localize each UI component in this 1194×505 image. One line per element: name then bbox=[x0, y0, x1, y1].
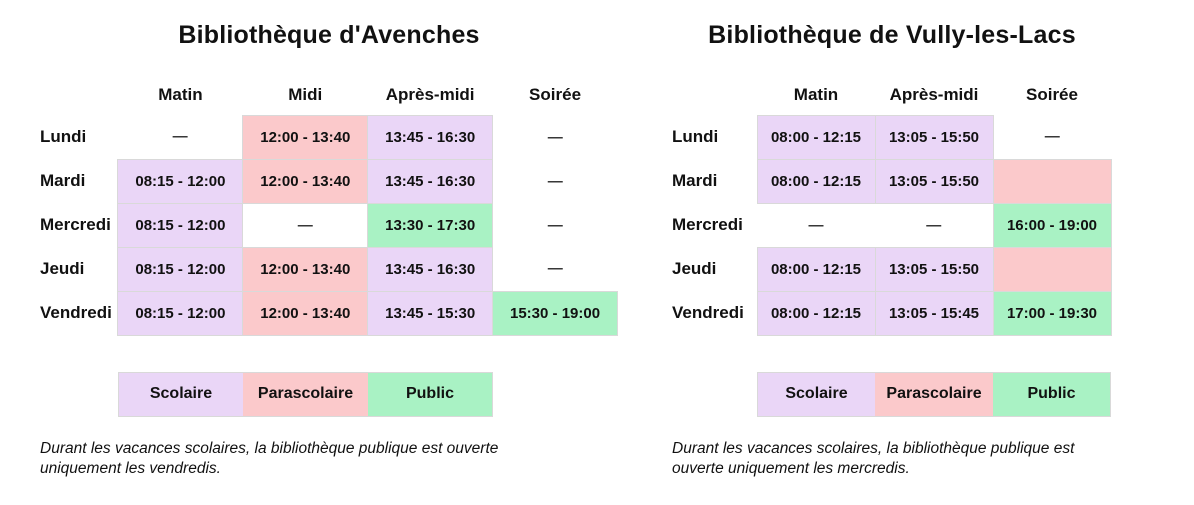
library-title-avenches: Bibliothèque d'Avenches bbox=[178, 21, 480, 49]
closed-cell: — bbox=[492, 159, 618, 203]
time-cell: 13:05 - 15:50 bbox=[874, 246, 994, 292]
day-label: Mardi bbox=[672, 171, 718, 190]
column-header: Midi bbox=[288, 84, 323, 104]
legend-avenches: Scolaire Parascolaire Public bbox=[118, 371, 618, 417]
time-cell bbox=[992, 158, 1112, 204]
library-title-vully: Bibliothèque de Vully-les-Lacs bbox=[708, 21, 1076, 49]
closed-cell: — bbox=[875, 203, 993, 247]
table-row: Jeudi 08:15 - 12:00 12:00 - 13:40 13:45 - 1… bbox=[40, 246, 618, 292]
time-cell: 13:30 - 17:30 bbox=[367, 202, 494, 248]
legend-item-public: Public bbox=[993, 371, 1111, 417]
time-cell bbox=[992, 246, 1112, 292]
time-cell: 13:05 - 15:45 bbox=[874, 290, 994, 336]
time-cell: 08:00 - 12:15 bbox=[756, 290, 876, 336]
table-row: Lundi —12:00 - 13:40 13:45 - 16:30— bbox=[40, 114, 618, 160]
table-row: Mardi 08:15 - 12:00 12:00 - 13:40 13:45 - 1… bbox=[40, 158, 618, 204]
column-header: Matin bbox=[793, 84, 839, 104]
time-cell: 13:05 - 15:50 bbox=[874, 114, 994, 160]
table-row: Mardi 08:00 - 12:15 13:05 - 15:50 bbox=[672, 158, 1112, 204]
day-label: Lundi bbox=[672, 127, 719, 146]
time-cell: 13:45 - 16:30 bbox=[367, 158, 494, 204]
table-row: Jeudi 08:00 - 12:15 13:05 - 15:50 bbox=[672, 246, 1112, 292]
header-row: Matin Midi Après-midi Soirée bbox=[40, 75, 618, 115]
legend-item-public: Public bbox=[368, 371, 493, 417]
column-header: Après-midi bbox=[889, 84, 979, 104]
legend-item-scolaire: Scolaire bbox=[757, 371, 875, 417]
legend-item-parascolaire: Parascolaire bbox=[243, 371, 368, 417]
column-header: Soirée bbox=[529, 85, 582, 104]
schedule-table-mount-vully: Matin Après-midi Soirée Lundi 08:00 - 12:15 1… bbox=[672, 75, 1112, 336]
day-label: Mardi bbox=[40, 171, 86, 190]
day-label: Vendredi bbox=[672, 303, 744, 322]
time-cell: 12:00 - 13:40 bbox=[242, 158, 369, 204]
panel-avenches: Bibliothèque d'Avenches Matin Midi Après-m… bbox=[40, 12, 618, 479]
time-cell: 12:00 - 13:40 bbox=[242, 114, 369, 160]
header-row: Matin Après-midi Soirée bbox=[672, 75, 1111, 115]
table-row: Mercredi 08:15 - 12:00—13:30 - 17:30— bbox=[40, 202, 618, 248]
closed-cell: — bbox=[757, 203, 875, 247]
legend-vully: Scolaire Parascolaire Public bbox=[757, 371, 1112, 417]
day-label: Lundi bbox=[40, 127, 87, 146]
day-label: Vendredi bbox=[40, 303, 112, 322]
time-cell: 08:15 - 12:00 bbox=[117, 202, 244, 248]
closed-cell: — bbox=[492, 115, 618, 159]
column-header: Matin bbox=[158, 85, 203, 104]
legend-item-parascolaire: Parascolaire bbox=[875, 371, 993, 417]
time-cell: 08:00 - 12:15 bbox=[756, 158, 876, 204]
closed-cell: — bbox=[492, 247, 618, 291]
time-cell: 12:00 - 13:40 bbox=[242, 246, 369, 292]
day-label: Jeudi bbox=[40, 259, 85, 278]
corner-cell bbox=[40, 75, 118, 115]
closed-cell: — bbox=[993, 115, 1111, 159]
time-cell: 08:00 - 12:15 bbox=[756, 246, 876, 292]
closed-cell: — bbox=[117, 115, 243, 159]
time-cell: 13:45 - 15:30 bbox=[367, 290, 494, 336]
table-row: Vendredi 08:15 - 12:00 12:00 - 13:40 13:45 … bbox=[40, 290, 618, 336]
time-cell: 08:15 - 12:00 bbox=[117, 246, 244, 292]
time-cell: 13:05 - 15:50 bbox=[874, 158, 994, 204]
table-row: Lundi 08:00 - 12:15 13:05 - 15:50— bbox=[672, 114, 1111, 160]
day-label: Mercredi bbox=[672, 215, 743, 234]
time-cell: 12:00 - 13:40 bbox=[242, 290, 369, 336]
closed-cell: — bbox=[242, 203, 368, 247]
day-label: Mercredi bbox=[40, 215, 111, 234]
vacation-note-vully: Durant les vacances scolaires, la biblio… bbox=[672, 439, 1075, 477]
time-cell: 13:45 - 16:30 bbox=[367, 246, 494, 292]
column-header: Soirée bbox=[1026, 85, 1078, 104]
time-cell: 08:00 - 12:15 bbox=[756, 114, 876, 160]
legend-item-scolaire: Scolaire bbox=[118, 371, 243, 417]
table-row: Vendredi 08:00 - 12:15 13:05 - 15:45 17:00 … bbox=[672, 290, 1112, 336]
vacation-note-avenches: Durant les vacances scolaires, la biblio… bbox=[40, 439, 499, 477]
time-cell: 15:30 - 19:00 bbox=[492, 290, 618, 336]
time-cell: 08:15 - 12:00 bbox=[117, 158, 244, 204]
time-cell: 13:45 - 16:30 bbox=[367, 114, 494, 160]
time-cell: 17:00 - 19:30 bbox=[992, 290, 1112, 336]
table-row: Mercredi — —16:00 - 19:00 bbox=[672, 202, 1112, 248]
schedule-table: Matin Après-midi Soirée Lundi 08:00 - 12:15 1… bbox=[672, 75, 1112, 336]
column-header: Après-midi bbox=[385, 84, 475, 104]
time-cell: 08:15 - 12:00 bbox=[117, 290, 244, 336]
corner-cell bbox=[672, 75, 757, 115]
day-label: Jeudi bbox=[672, 259, 717, 278]
closed-cell: — bbox=[492, 203, 618, 247]
schedule-table-mount-avenches: Matin Midi Après-midi Soirée Lundi —12:00 - 1… bbox=[40, 75, 618, 336]
time-cell: 16:00 - 19:00 bbox=[992, 202, 1112, 248]
schedule-table: Matin Midi Après-midi Soirée Lundi —12:00 - 1… bbox=[40, 75, 618, 336]
panel-vully-les-lacs: Bibliothèque de Vully-les-Lacs Matin Aprè… bbox=[672, 12, 1112, 479]
